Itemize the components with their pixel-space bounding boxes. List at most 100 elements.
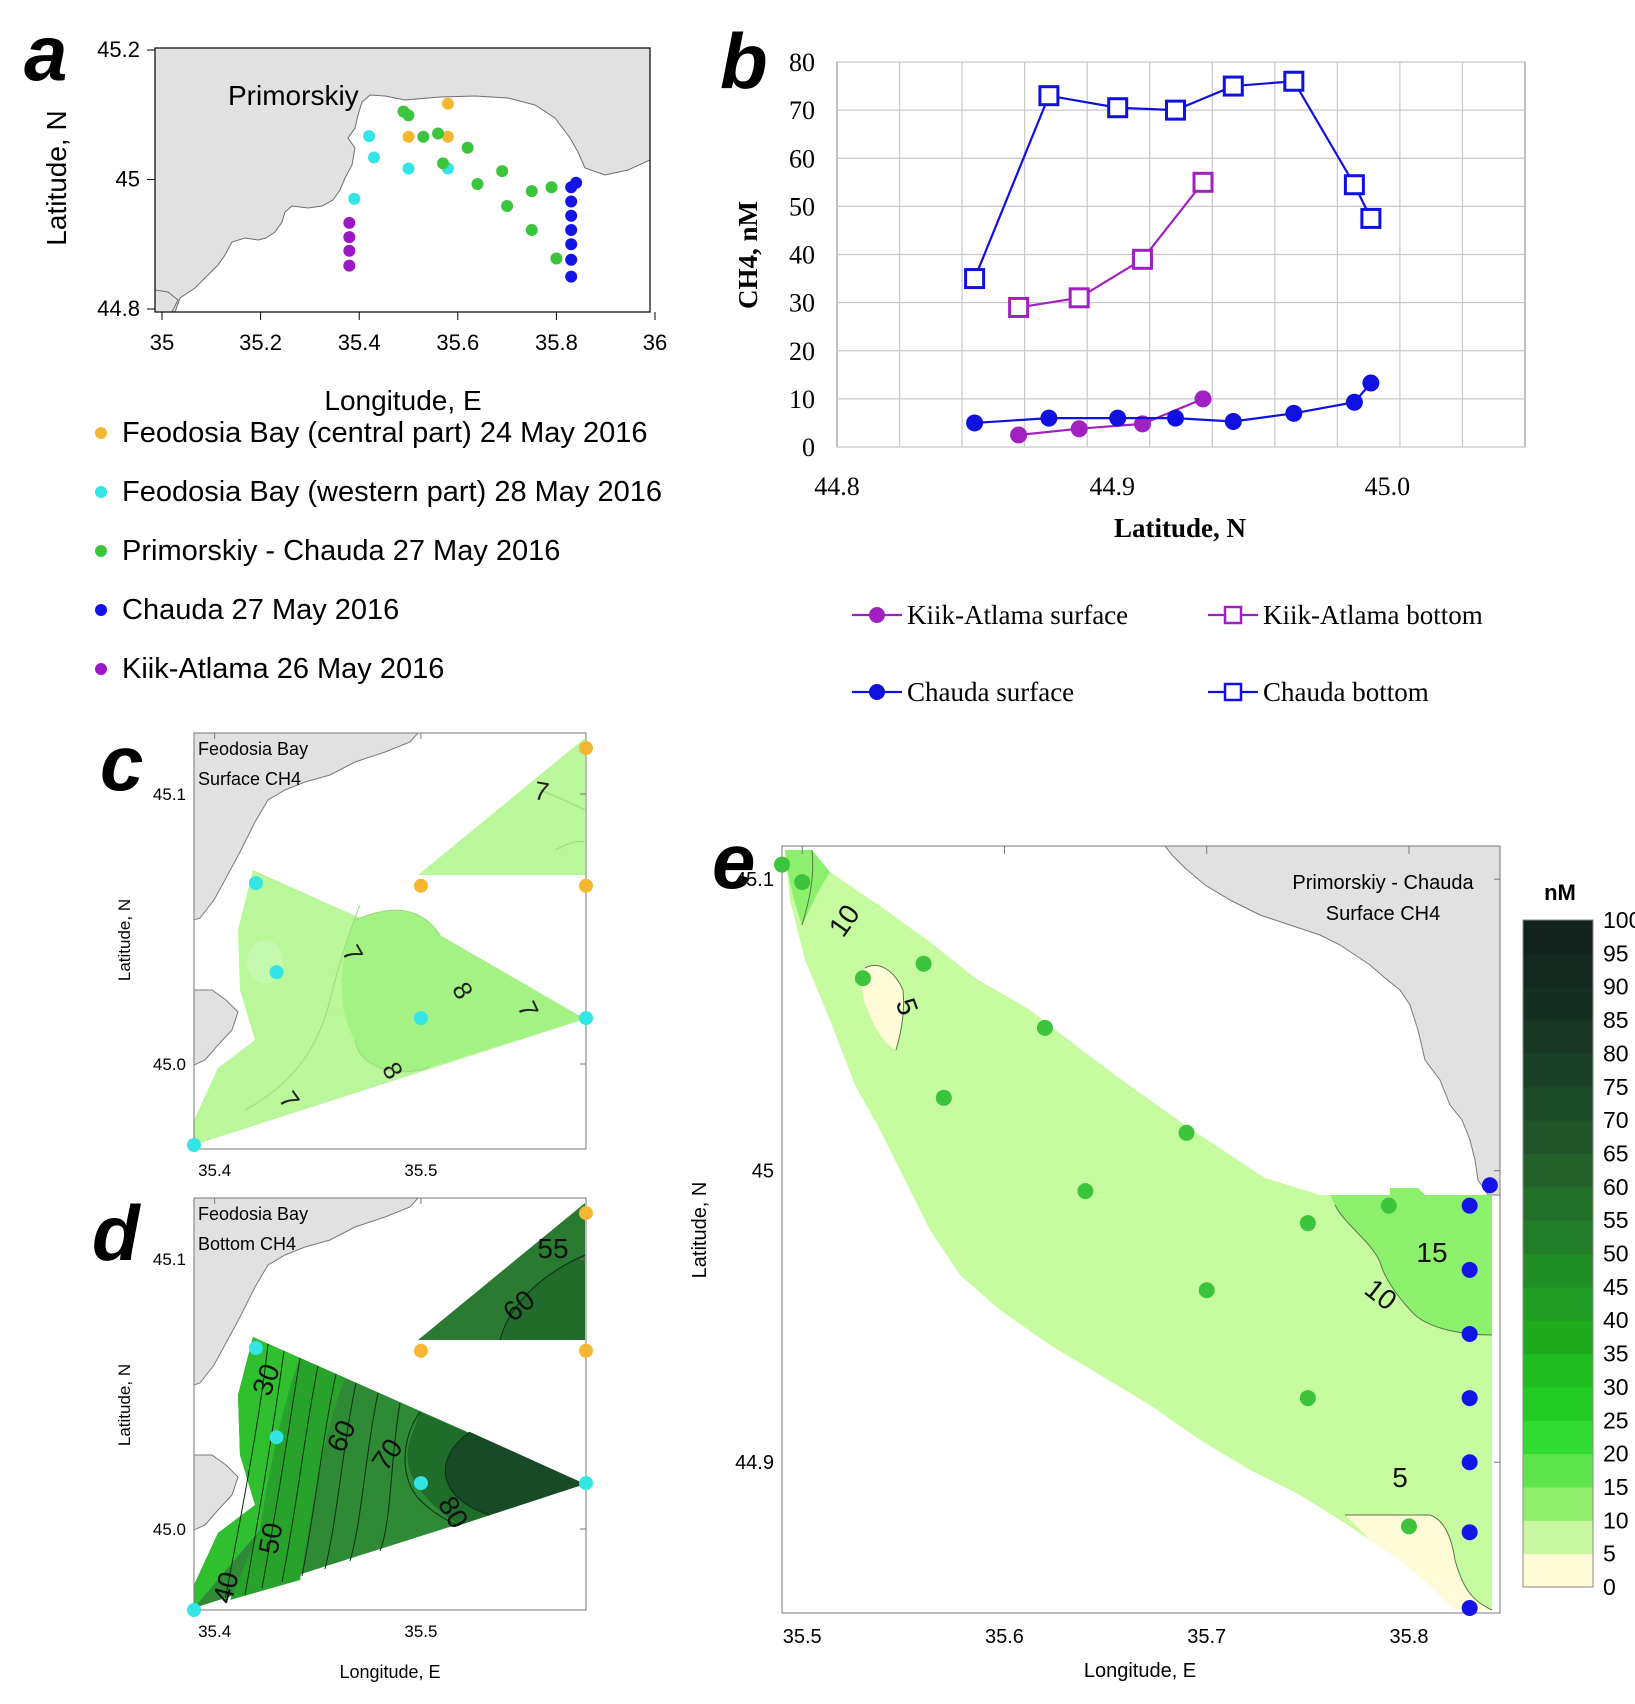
legend-b-label-1: Kiik-Atlama bottom	[1263, 600, 1483, 630]
d-ticks-ylabel: 45.1	[153, 1250, 186, 1269]
colorbar-level-label: 70	[1603, 1107, 1629, 1133]
panel-b-legend: Kiik-Atlama surface Kiik-Atlama bottom Cha…	[852, 600, 1483, 707]
panel-e-subtitle: Surface CH4	[1326, 903, 1441, 925]
panel-a-label: a	[24, 9, 67, 97]
panel-a-xtick-label: 35	[150, 330, 174, 355]
colorbar-level-label: 15	[1603, 1474, 1629, 1500]
colorbar-level-label: 5	[1603, 1541, 1616, 1567]
c-ticks-ylabel: 45.0	[153, 1055, 186, 1074]
panel-b-marker-s1	[1068, 287, 1090, 309]
panel-c-ticks: 45.0 45.1 35.4 35.5	[153, 733, 586, 1180]
colorbar-level-label: 60	[1603, 1174, 1629, 1200]
colorbar-level-label: 40	[1603, 1307, 1629, 1333]
panel-a-point-s1	[402, 162, 415, 175]
panel-b-marker-s3	[1343, 174, 1365, 196]
panel-a: a 35 35.2 35.4 35.6 35.8 36 44.8 45 45.2 Primors…	[24, 9, 667, 685]
colorbar-swatch	[1523, 1420, 1593, 1455]
panel-a-point-s2	[501, 200, 514, 213]
panel-e-frame	[781, 845, 1501, 1614]
panel-a-point-s2	[471, 178, 484, 191]
panel-e-point-green	[854, 970, 871, 987]
panel-e-point-green	[1299, 1215, 1316, 1232]
colorbar-swatch	[1523, 1320, 1593, 1355]
colorbar-level-label: 10	[1603, 1507, 1629, 1533]
d-ticks-xlabel: 35.4	[198, 1622, 231, 1641]
panel-e-colorbar: 0 5 10 15 20 25 30 35 40 45 50 55 60 65 70 75 80 85 90 95 10…	[1522, 907, 1635, 1600]
panel-a-legend: Feodosia Bay (central part) 24 May 2016 F…	[95, 417, 662, 685]
legend-b-marker-1	[1223, 605, 1243, 625]
panel-e-xtick-label: 35.5	[783, 1626, 822, 1648]
panel-e-contour-lines	[801, 849, 1493, 1611]
colorbar-unit: nM	[1544, 880, 1576, 905]
panel-a-points	[343, 97, 583, 283]
d-points-central	[579, 1343, 593, 1358]
colorbar-swatch	[1523, 1553, 1593, 1588]
colorbar-level-label: 25	[1603, 1407, 1629, 1433]
panel-e-xtick-label: 35.7	[1187, 1626, 1226, 1648]
colorbar-level-label: 90	[1603, 974, 1629, 1000]
panel-e-land	[1164, 846, 1500, 1196]
panel-e-surface-low-south	[1345, 1515, 1492, 1610]
panel-e-point-green	[1380, 1197, 1397, 1214]
panel-d: d 45.	[92, 1189, 593, 1682]
panel-b-marker-s2	[1109, 409, 1127, 427]
panel-a-point-s4	[343, 259, 356, 272]
panel-a-xtick-label: 35.6	[436, 330, 479, 355]
panel-a-point-s3	[565, 224, 578, 237]
d-points-western	[579, 1476, 593, 1491]
c-ticks-xlabel: 35.4	[198, 1161, 231, 1180]
panel-e-point-green	[774, 856, 790, 873]
legend-a-label-4: Kiik-Atlama 26 May 2016	[122, 653, 444, 685]
panel-a-point-s3	[565, 270, 578, 283]
panel-d-bottom-band-light	[194, 1337, 300, 1608]
panel-d-contour-lines	[224, 1254, 586, 1601]
legend-b-label-2: Chauda surface	[907, 677, 1074, 707]
legend-a-marker-4	[95, 663, 107, 675]
panel-d-points	[187, 1206, 593, 1617]
panel-b-marker-s3	[1107, 97, 1129, 119]
panel-b-marker-s1	[1131, 248, 1153, 270]
panel-e-point-green	[794, 874, 811, 891]
panel-d-label: d	[92, 1189, 141, 1277]
panel-b-ytick-label: 50	[789, 192, 815, 221]
legend-b-marker-0	[869, 607, 885, 623]
colorbar-level-label: 100	[1603, 907, 1635, 933]
c-ticks-xlabel: 35.5	[404, 1161, 437, 1180]
colorbar-swatch	[1523, 1153, 1593, 1188]
panel-e-surface-high-east	[1330, 1188, 1492, 1335]
d-clabels-label: 55	[537, 1233, 568, 1264]
panel-d-bottom-band-mid	[230, 1358, 345, 1600]
panel-e-point-green	[935, 1089, 952, 1106]
panel-a-point-s2	[417, 130, 430, 143]
panel-b-ytick-label: 20	[789, 337, 815, 366]
colorbar-level-label: 20	[1603, 1441, 1629, 1467]
panel-a-ticks: 35 35.2 35.4 35.6 35.8 36 44.8 45 45.2	[97, 37, 667, 355]
panel-b-marker-s0	[1133, 415, 1151, 433]
panel-a-ytick-label: 44.8	[97, 296, 140, 321]
d-clabels-label: 50	[253, 1520, 289, 1556]
colorbar-swatch	[1523, 1253, 1593, 1288]
panel-a-point-s2	[461, 141, 474, 154]
panel-b-marker-s2	[1224, 412, 1242, 430]
d-points-western	[248, 1341, 263, 1356]
colorbar-level-label: 80	[1603, 1040, 1629, 1066]
panel-e-point-blue	[1461, 1261, 1478, 1278]
c-points-central	[579, 741, 593, 756]
panel-b-ylabel: CH4, nM	[733, 201, 763, 309]
legend-a-marker-2	[95, 545, 107, 557]
panel-e-ytick-label: 45	[752, 1161, 774, 1183]
panel-c-frame	[193, 732, 587, 1150]
panel-b-marker-s0	[1010, 426, 1028, 444]
panel-b-series	[964, 70, 1382, 444]
panel-e-ytick-label: 44.9	[735, 1452, 774, 1474]
panel-d-land-north	[194, 1198, 419, 1386]
panel-e-surface-main	[785, 850, 1492, 1610]
panel-b-xlabel: Latitude, N	[1114, 513, 1247, 543]
panel-a-point-s3	[565, 181, 578, 194]
panel-b-xtick-label: 45.0	[1365, 472, 1411, 501]
c-points-western	[248, 876, 263, 891]
panel-b-line-1	[1018, 181, 1204, 309]
panel-e-point-blue	[1461, 1325, 1478, 1342]
panel-b-ytick-label: 10	[789, 385, 815, 414]
